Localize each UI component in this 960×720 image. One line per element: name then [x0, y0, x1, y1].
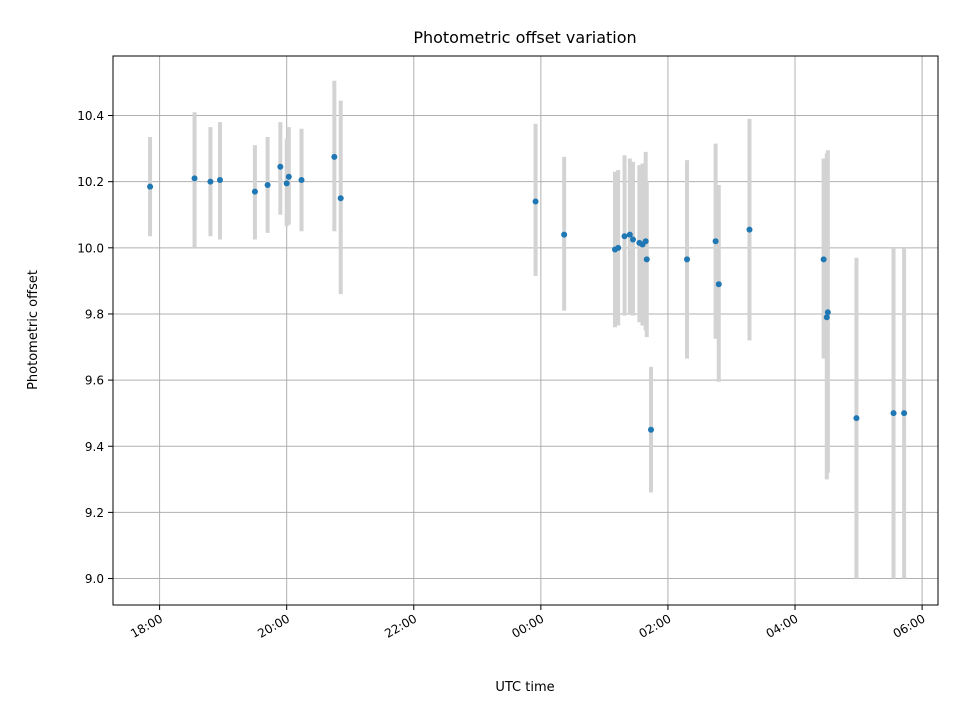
- data-point: [629, 236, 636, 243]
- data-point: [216, 177, 223, 184]
- data-point: [823, 314, 830, 321]
- data-point: [191, 175, 198, 182]
- data-point: [283, 180, 290, 187]
- data-point: [251, 188, 258, 195]
- data-point: [331, 153, 338, 160]
- y-tick-label: 9.2: [85, 506, 104, 520]
- y-tick-label: 9.4: [85, 440, 104, 454]
- data-point: [626, 231, 633, 238]
- y-tick-label: 9.0: [85, 572, 104, 586]
- grid-lines: [113, 56, 938, 605]
- data-points: [147, 153, 908, 433]
- data-point: [337, 195, 344, 202]
- data-point: [901, 410, 908, 417]
- data-point: [853, 415, 860, 422]
- data-point: [532, 198, 539, 205]
- data-point: [712, 238, 719, 245]
- y-tick-label: 10.4: [77, 109, 104, 123]
- data-point: [264, 181, 271, 188]
- y-axis-ticks: 9.0 9.2 9.4 9.6 9.8 10.0 10.2 10.4: [77, 109, 113, 586]
- data-point: [561, 231, 568, 238]
- data-point: [207, 178, 214, 185]
- data-point: [615, 244, 622, 251]
- data-point: [824, 309, 831, 316]
- data-point: [147, 183, 154, 190]
- data-point: [277, 163, 284, 170]
- y-tick-label: 10.0: [77, 241, 104, 255]
- y-axis-label: Photometric offset: [26, 270, 41, 390]
- plot-frame: [112, 55, 939, 606]
- data-point: [820, 256, 827, 263]
- x-axis-label: UTC time: [495, 680, 554, 695]
- chart-title: Photometric offset variation: [413, 28, 636, 47]
- data-point: [621, 233, 628, 240]
- y-tick-label: 10.2: [77, 175, 104, 189]
- data-point: [642, 238, 649, 245]
- data-point: [285, 173, 292, 180]
- data-point: [298, 177, 305, 184]
- data-point: [647, 426, 654, 433]
- data-point: [890, 410, 897, 417]
- data-point: [684, 256, 691, 263]
- data-point: [643, 256, 650, 263]
- data-point: [746, 226, 753, 233]
- y-tick-label: 9.8: [85, 307, 104, 321]
- y-tick-label: 9.6: [85, 374, 104, 388]
- data-point: [715, 281, 722, 288]
